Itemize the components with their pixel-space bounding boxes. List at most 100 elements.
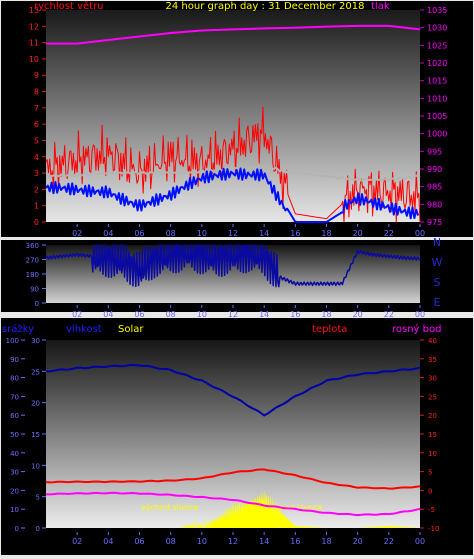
wind-tick-label: 5	[34, 136, 39, 145]
humidity-series	[45, 363, 421, 417]
pressure-tick-label: 1020	[427, 59, 447, 68]
gray-average-series	[45, 165, 421, 182]
wind-x-tick-label: 18	[321, 229, 331, 238]
wind-x-tick-label: 10	[197, 229, 207, 238]
weather-x-tick-label: 08	[166, 537, 176, 546]
wind-tick-label: 0	[34, 218, 39, 227]
wind-tick-label: 11	[29, 39, 39, 48]
pressure-tick-label: 985	[427, 183, 442, 192]
temperature-tick-label: 25	[428, 393, 437, 401]
temperature-tick-label: 30	[428, 375, 437, 383]
wind-tick-label: 9	[34, 71, 39, 80]
compass-label: W	[432, 256, 443, 269]
compass-label: N	[433, 236, 441, 249]
rain-tick-label: 30	[10, 469, 19, 477]
weather-x-tick-label: 02	[72, 537, 82, 546]
compass-label: E	[434, 296, 441, 309]
weather-x-tick-label: 20	[353, 537, 363, 546]
temperature-tick-label: 20	[428, 412, 437, 420]
direction-x-tick-label: 18	[321, 310, 331, 319]
compass-label: S	[434, 276, 441, 289]
wind-tick-label: 4	[34, 153, 39, 162]
solar-area	[46, 489, 420, 528]
direction-x-tick-label: 08	[166, 310, 176, 319]
pressure-tick-label: 980	[427, 200, 442, 209]
temperature-tick-label: 35	[428, 356, 437, 364]
pressure-tick-label: 1015	[427, 77, 447, 86]
dewpoint-series	[45, 491, 421, 517]
direction-tick-label: 180	[26, 271, 39, 279]
wind-tick-label: 1	[34, 202, 39, 211]
direction-x-tick-label: 20	[353, 310, 363, 319]
pressure-tick-label: 1030	[427, 24, 447, 33]
rain-tick-label: 20	[10, 487, 19, 495]
wind-x-tick-label: 04	[103, 229, 113, 238]
wind-x-tick-label: 12	[228, 229, 238, 238]
wind-tick-label: 6	[34, 120, 39, 129]
weather-x-tick-label: 00	[415, 537, 425, 546]
rain-tick-label: 60	[10, 412, 19, 420]
chart-title: 24 hour graph day : 31 December 2018	[166, 1, 365, 12]
pressure-tick-label: 995	[427, 147, 442, 156]
direction-series	[45, 244, 421, 288]
pressure-series	[46, 24, 421, 45]
dewpoint-axis-label: rosný bod	[392, 323, 441, 335]
humidity-tick-label: 30	[31, 337, 40, 345]
direction-x-tick-label: 16	[290, 310, 300, 319]
wind-x-tick-label: 20	[353, 229, 363, 238]
pressure-tick-label: 1005	[427, 112, 447, 121]
wind-x-tick-label: 00	[415, 229, 425, 238]
direction-x-tick-label: 22	[384, 310, 394, 319]
sunrise-annotation: východ slunce	[141, 503, 198, 512]
rain-tick-label: 100	[6, 337, 19, 345]
direction-x-tick-label: 00	[415, 310, 425, 319]
humidity-axis-label: vlhkost	[66, 324, 102, 335]
rain-tick-label: 70	[10, 393, 19, 401]
weather-x-tick-label: 10	[197, 537, 207, 546]
direction-x-tick-label: 10	[197, 310, 207, 319]
wind-tick-label: 8	[34, 88, 39, 97]
humidity-tick-label: 0	[36, 525, 40, 533]
direction-x-tick-label: 04	[103, 310, 113, 319]
wind-x-tick-label: 02	[72, 229, 82, 238]
wind-x-tick-label: 08	[166, 229, 176, 238]
temperature-tick-label: 0	[428, 487, 432, 495]
rain-tick-label: 80	[10, 375, 19, 383]
direction-tick-label: 270	[26, 257, 39, 265]
chart-marks: 0123456789101112139759809859909951000100…	[6, 6, 448, 546]
direction-tick-label: 0	[35, 300, 39, 308]
rain-axis-label: srážky	[2, 323, 34, 335]
plot-area-weather	[46, 340, 420, 528]
wind-x-tick-label: 16	[290, 229, 300, 238]
direction-x-tick-label: 12	[228, 310, 238, 319]
humidity-tick-label: 20	[31, 400, 40, 408]
wind-tick-label: 3	[34, 169, 39, 178]
weather-x-tick-label: 14	[259, 537, 269, 546]
rain-tick-label: 50	[10, 431, 19, 439]
wind-tick-label: 10	[29, 55, 39, 64]
humidity-tick-label: 15	[31, 431, 40, 439]
sunset-annotation: západ slunce	[270, 503, 323, 512]
rain-tick-label: 90	[10, 356, 19, 364]
weather-x-tick-label: 18	[321, 537, 331, 546]
rain-tick-label: 40	[10, 450, 19, 458]
pressure-tick-label: 1025	[427, 41, 447, 50]
temperature-series	[45, 468, 421, 490]
direction-x-tick-label: 14	[259, 310, 269, 319]
temperature-tick-label: 40	[428, 337, 437, 345]
temperature-tick-label: -5	[428, 506, 435, 514]
wind-tick-label: 2	[34, 185, 39, 194]
temperature-axis-label: teplota	[312, 324, 347, 335]
direction-tick-label: 90	[30, 286, 39, 294]
weather-x-tick-label: 12	[228, 537, 238, 546]
humidity-tick-label: 5	[36, 494, 40, 502]
wind-x-tick-label: 06	[134, 229, 144, 238]
pressure-tick-label: 975	[427, 218, 442, 227]
humidity-tick-label: 10	[31, 462, 40, 470]
weather-x-tick-label: 06	[134, 537, 144, 546]
wind-tick-label: 7	[34, 104, 39, 113]
rain-tick-label: 10	[10, 506, 19, 514]
weather-x-tick-label: 22	[384, 537, 394, 546]
